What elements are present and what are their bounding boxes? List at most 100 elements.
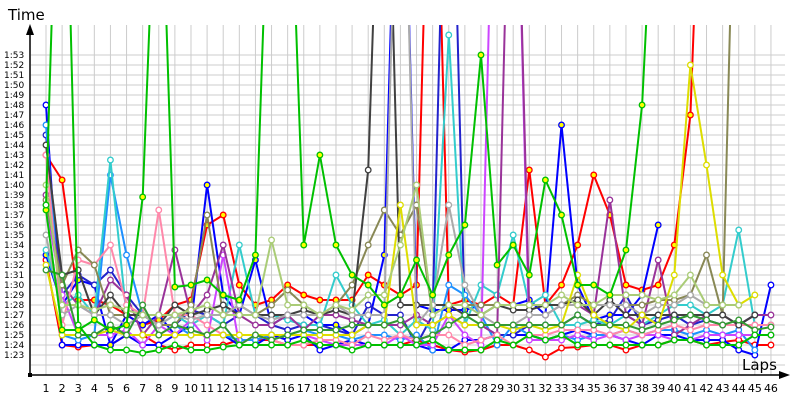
data-point: [364, 341, 372, 349]
y-tick-label: 1:51: [4, 71, 24, 81]
data-point: [235, 281, 243, 289]
data-point: [219, 321, 227, 329]
data-point: [300, 291, 308, 299]
y-tick-label: 1:23: [4, 351, 24, 361]
data-point: [541, 353, 549, 361]
data-point: [558, 344, 565, 352]
data-point: [509, 321, 517, 329]
data-point: [203, 301, 211, 309]
data-point: [106, 346, 114, 354]
y-axis-arrow-icon: [26, 24, 34, 35]
series-line: [45, 25, 771, 346]
data-point: [90, 331, 98, 339]
x-tick-label: 38: [635, 382, 649, 395]
data-point: [380, 291, 388, 299]
data-point: [445, 251, 453, 259]
data-point: [622, 301, 630, 309]
data-point: [106, 326, 114, 334]
data-point: [493, 321, 501, 329]
data-point: [203, 211, 211, 219]
data-point: [622, 321, 630, 329]
y-tick-label: 1:30: [4, 281, 24, 291]
data-point: [203, 291, 211, 299]
data-point: [445, 321, 453, 329]
data-point: [767, 281, 775, 289]
x-tick-label: 36: [603, 382, 617, 395]
y-tick-label: 1:31: [4, 271, 24, 281]
y-tick-label: 1:27: [4, 311, 24, 321]
data-point: [751, 331, 759, 339]
data-point: [445, 331, 453, 339]
data-point: [638, 101, 646, 109]
data-point: [574, 301, 582, 309]
data-point: [106, 241, 114, 249]
data-point: [139, 311, 147, 319]
series-line: [45, 25, 695, 326]
data-point: [332, 241, 340, 249]
x-tick-label: 29: [490, 382, 504, 395]
data-point: [251, 311, 259, 319]
data-point: [300, 301, 308, 309]
data-point: [171, 341, 179, 349]
y-tick-label: 1:39: [4, 191, 24, 201]
data-point: [461, 311, 469, 319]
data-point: [235, 331, 243, 339]
data-point: [364, 331, 372, 339]
data-point: [219, 331, 227, 339]
x-tick-label: 15: [265, 382, 279, 395]
y-tick-label: 1:38: [4, 201, 24, 211]
x-tick-label: 33: [555, 382, 569, 395]
y-tick-label: 1:41: [4, 171, 24, 181]
data-point: [541, 321, 549, 329]
data-point: [171, 301, 179, 309]
data-point: [590, 301, 598, 309]
y-tick-label: 1:26: [4, 321, 24, 331]
data-point: [719, 311, 727, 319]
x-tick-label: 17: [297, 382, 311, 395]
data-point: [235, 241, 243, 249]
data-point: [590, 171, 598, 179]
data-point: [413, 256, 420, 264]
x-tick-label: 4: [91, 382, 98, 395]
data-point: [90, 341, 98, 349]
x-tick-label: 12: [216, 382, 230, 395]
data-point: [445, 346, 453, 354]
data-point: [413, 181, 420, 189]
data-point: [477, 311, 485, 319]
series-7: [42, 25, 775, 349]
y-tick-label: 1:29: [4, 291, 24, 301]
data-point: [300, 326, 308, 334]
data-point: [42, 101, 50, 109]
series-8: [42, 25, 775, 339]
data-point: [348, 281, 356, 289]
data-point: [106, 291, 114, 299]
data-point: [445, 311, 453, 319]
data-point: [493, 336, 501, 344]
data-point: [751, 291, 759, 299]
data-point: [139, 193, 147, 201]
data-point: [268, 341, 275, 349]
data-point: [477, 301, 485, 309]
data-point: [558, 291, 565, 299]
data-point: [284, 311, 292, 319]
data-point: [429, 291, 437, 299]
data-point: [525, 271, 533, 279]
data-point: [268, 316, 275, 324]
x-tick-label: 45: [748, 382, 762, 395]
data-point: [396, 301, 404, 309]
data-point: [332, 341, 340, 349]
data-point: [58, 341, 66, 349]
x-tick-label: 14: [248, 382, 262, 395]
data-point: [396, 291, 404, 299]
data-point: [751, 311, 759, 319]
data-point: [348, 331, 356, 339]
data-point: [590, 341, 598, 349]
data-point: [654, 256, 662, 264]
data-point: [219, 211, 227, 219]
data-point: [171, 331, 179, 339]
data-point: [509, 241, 517, 249]
data-point: [541, 301, 549, 309]
data-point: [123, 346, 130, 354]
x-tick-label: 32: [538, 382, 552, 395]
